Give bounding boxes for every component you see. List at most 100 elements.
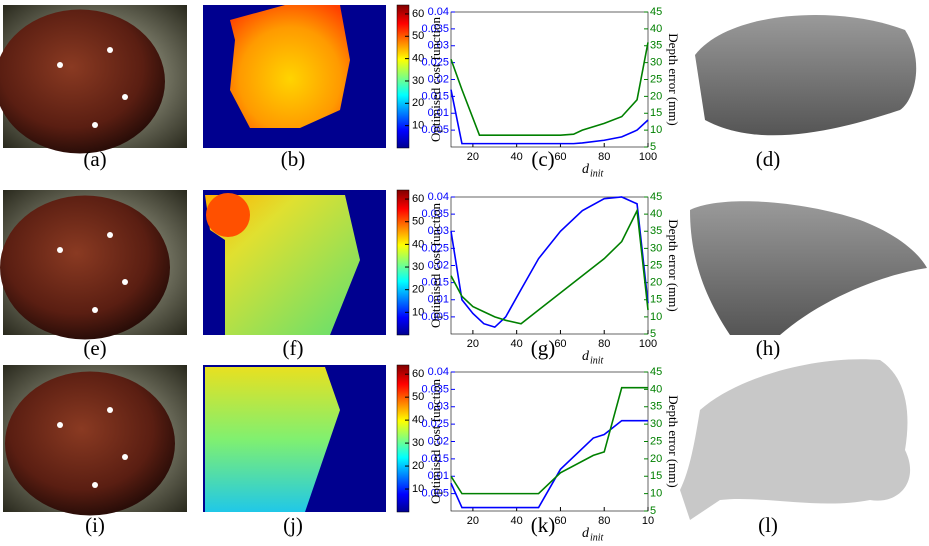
y2-tick-label: 40 (650, 23, 662, 35)
colorbar (396, 364, 410, 513)
y-tick-label: 0.01 (428, 107, 449, 119)
colorbar-tick-label: 10 (412, 483, 424, 495)
y2-tick-label: 35 (650, 401, 662, 413)
y2-tick-label: 15 (650, 470, 662, 482)
y2-tick-label: 10 (650, 124, 662, 136)
colorbar-tick-label: 40 (412, 238, 424, 250)
y2-tick-label: 20 (650, 90, 662, 102)
y2-tick-label: 30 (650, 418, 662, 430)
y2-tick-label: 30 (650, 242, 662, 254)
y2-tick-label: 20 (650, 453, 662, 465)
colorbar-tick-label: 60 (412, 8, 424, 20)
y-tick-label: 0.02 (428, 73, 449, 85)
x-tick-label: 60 (554, 151, 566, 163)
render-3d (695, 15, 917, 136)
y2-tick-label: 5 (650, 505, 656, 517)
colorbar-tick-label: 30 (412, 261, 424, 273)
y2-tick-label: 40 (650, 383, 662, 395)
x-tick-label: 40 (511, 151, 523, 163)
depth-surface (230, 5, 350, 128)
y-axis-label: Optimised cost function (428, 17, 443, 142)
x-axis-label: d (582, 349, 590, 364)
x-tick-label: 80 (598, 338, 610, 350)
render-3d (680, 359, 911, 520)
panel-caption: (k) (531, 513, 556, 537)
x-axis-label: d (582, 526, 590, 541)
y2-tick-label: 25 (650, 435, 662, 447)
colorbar-tick-label: 50 (412, 30, 424, 42)
colorbar-tick-label: 30 (412, 437, 424, 449)
y2-tick-label: 10 (650, 488, 662, 500)
y2-tick-label: 35 (650, 225, 662, 237)
colorbar-tick-label: 60 (412, 368, 424, 380)
series-line (450, 42, 649, 136)
y2-tick-label: 45 (650, 366, 662, 378)
y2-tick-label: 5 (650, 141, 656, 153)
y-tick-label: 0.01 (428, 294, 449, 306)
y-tick-label: 0.025 (421, 242, 449, 254)
render-3d (690, 201, 927, 335)
y2-tick-label: 20 (650, 277, 662, 289)
x-tick-label: 40 (511, 515, 523, 527)
y2-tick-label: 35 (650, 40, 662, 52)
y-tick-label: 0.04 (428, 191, 449, 203)
x-tick-label: 60 (554, 515, 566, 527)
panel-caption: (h) (756, 336, 781, 360)
panel-caption: (b) (281, 147, 306, 171)
y2-tick-label: 10 (650, 311, 662, 323)
colorbar-tick-label: 20 (412, 460, 424, 472)
colorbar (396, 189, 410, 336)
panel-caption: (a) (83, 147, 106, 171)
panel-caption: (g) (531, 336, 556, 360)
y-tick-label: 0.005 (421, 124, 449, 136)
y-tick-label: 0.03 (428, 401, 449, 413)
y-tick-label: 0.04 (428, 6, 449, 18)
specular-spot (92, 482, 98, 488)
depth-hot-spot (206, 193, 250, 237)
specular-spot (92, 307, 98, 313)
y-tick-label: 0.035 (421, 383, 449, 395)
colorbar-tick-label: 60 (412, 193, 424, 205)
y-tick-label: 0.005 (421, 311, 449, 323)
colorbar-tick-label: 40 (412, 414, 424, 426)
colorbar-tick-label: 10 (412, 306, 424, 318)
colorbar-tick-label: 20 (412, 97, 424, 109)
y-tick-label: 0.03 (428, 225, 449, 237)
y2-axis-label: Depth error (mm) (666, 219, 681, 311)
x-tick-label: 20 (467, 515, 479, 527)
y-tick-label: 0.025 (421, 418, 449, 430)
y2-tick-label: 45 (650, 191, 662, 203)
y-axis-label: Optimised cost function (428, 379, 443, 504)
colorbar-tick-label: 30 (412, 75, 424, 87)
depth-surface (205, 367, 340, 512)
x-tick-label: 100 (639, 338, 657, 350)
y2-tick-label: 25 (650, 73, 662, 85)
plot-frame (450, 371, 649, 512)
y-tick-label: 0.04 (428, 366, 449, 378)
y2-tick-label: 15 (650, 107, 662, 119)
y2-tick-label: 30 (650, 57, 662, 69)
colorbar-tick-label: 20 (412, 284, 424, 296)
plot-frame (450, 11, 649, 148)
panel-caption: (e) (83, 336, 106, 360)
series-line (450, 419, 648, 509)
y2-axis-label: Depth error (mm) (666, 395, 681, 487)
y2-tick-label: 45 (650, 6, 662, 18)
y2-axis-label: Depth error (mm) (666, 33, 681, 125)
panel-caption: (f) (283, 336, 304, 360)
x-tick-label: 40 (511, 338, 523, 350)
series-line (450, 207, 649, 325)
panel-caption: (c) (531, 147, 554, 171)
y-tick-label: 0.02 (428, 259, 449, 271)
panel-caption: (d) (756, 147, 781, 171)
specular-spot (122, 454, 128, 460)
specular-spot (107, 232, 113, 238)
panel-caption: (i) (85, 513, 105, 537)
y2-tick-label: 40 (650, 208, 662, 220)
specular-spot (57, 247, 63, 253)
x-axis-label-subscript: init (590, 355, 604, 366)
panel-caption: (j) (283, 513, 303, 537)
specular-spot (107, 407, 113, 413)
y-tick-label: 0.035 (421, 208, 449, 220)
